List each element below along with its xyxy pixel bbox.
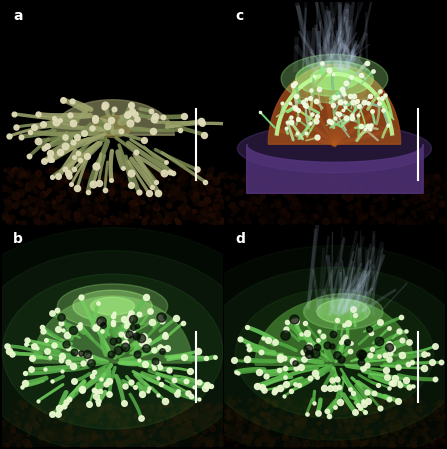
Polygon shape (268, 64, 401, 144)
Text: a: a (13, 9, 23, 23)
Ellipse shape (310, 67, 359, 90)
Polygon shape (33, 296, 192, 362)
Ellipse shape (295, 61, 373, 97)
Ellipse shape (90, 297, 135, 315)
Polygon shape (255, 298, 414, 365)
Ellipse shape (73, 290, 152, 322)
Ellipse shape (281, 54, 388, 103)
Text: d: d (235, 232, 245, 246)
Ellipse shape (235, 289, 434, 418)
Ellipse shape (304, 294, 383, 330)
Ellipse shape (202, 267, 447, 440)
Ellipse shape (237, 124, 431, 173)
Ellipse shape (57, 284, 168, 328)
Text: b: b (13, 232, 23, 246)
Ellipse shape (0, 251, 256, 449)
Polygon shape (51, 100, 174, 135)
Ellipse shape (93, 115, 132, 137)
Text: c: c (235, 9, 244, 23)
Ellipse shape (2, 274, 223, 429)
Ellipse shape (317, 299, 370, 324)
